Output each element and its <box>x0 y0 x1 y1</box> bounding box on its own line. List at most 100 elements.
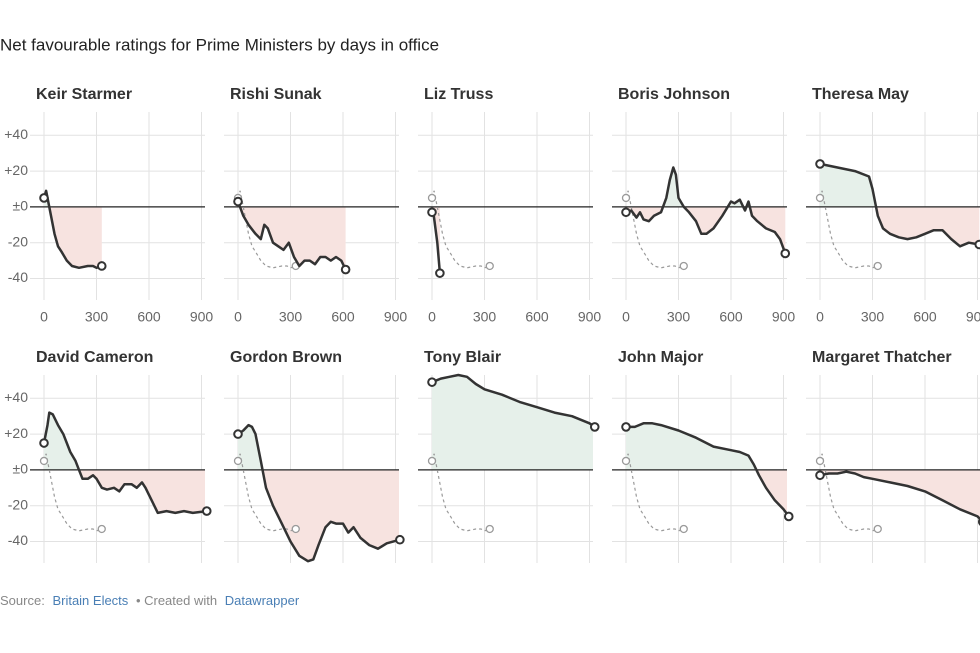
x-tick-label: 900 <box>190 309 214 325</box>
y-tick-label: +20 <box>4 162 28 178</box>
line <box>431 373 596 428</box>
panel-title: Margaret Thatcher <box>812 349 952 366</box>
line-end <box>621 207 631 218</box>
line <box>626 422 790 518</box>
line-end <box>395 534 405 545</box>
y-tick-label: ±0 <box>13 198 29 214</box>
x-tick-label: 900 <box>578 309 602 325</box>
area-positive <box>820 163 980 207</box>
y-tick-label: -20 <box>8 233 28 249</box>
line-end <box>435 268 445 278</box>
reference-line <box>431 453 490 532</box>
panel-title: Liz Truss <box>424 86 493 103</box>
y-tick-label: -40 <box>8 269 28 285</box>
reference-end <box>621 193 631 203</box>
area-positive <box>238 425 399 470</box>
reference-end <box>815 456 825 466</box>
line <box>625 166 787 254</box>
area-negative <box>432 206 440 274</box>
area-positive <box>626 423 787 470</box>
line <box>42 189 103 270</box>
x-tick-label: 300 <box>667 309 691 325</box>
reference-end <box>485 524 494 534</box>
area-negative <box>626 206 786 254</box>
line-end <box>783 511 794 522</box>
area-positive <box>44 412 205 470</box>
line-end <box>96 261 107 271</box>
line-end <box>39 438 49 448</box>
reference-line <box>43 453 102 532</box>
credit-link[interactable]: Datawrapper <box>225 593 300 608</box>
reference-line <box>819 453 878 532</box>
reference-end <box>679 261 688 271</box>
x-tick-label: 300 <box>279 309 303 325</box>
x-tick-label: 0 <box>622 309 630 325</box>
line-end <box>780 248 791 259</box>
reference-line <box>237 190 296 269</box>
chart-title: Net favourable ratings for Prime Ministe… <box>0 35 439 54</box>
reference-line <box>625 453 684 532</box>
line-end <box>815 159 825 169</box>
y-tick-label: +40 <box>4 389 28 405</box>
line-end <box>233 196 243 207</box>
line-end <box>39 193 49 203</box>
credit-text: • Created with <box>136 593 217 608</box>
line-end <box>589 422 600 432</box>
reference-line <box>431 190 490 269</box>
x-tick-label: 600 <box>913 309 937 325</box>
y-tick-label: +20 <box>4 425 28 441</box>
x-tick-label: 300 <box>473 309 497 325</box>
line <box>819 470 980 521</box>
reference-end <box>97 524 106 534</box>
reference-end <box>39 456 49 466</box>
line-end <box>815 470 825 481</box>
reference-line <box>625 190 684 269</box>
area-negative <box>239 206 346 270</box>
reference-end <box>485 261 494 271</box>
panel-title: Theresa May <box>812 86 909 103</box>
x-tick-label: 600 <box>525 309 549 325</box>
area-negative <box>756 469 787 514</box>
panel-title: Gordon Brown <box>230 349 342 366</box>
reference-end <box>621 456 631 466</box>
line-end <box>427 377 437 387</box>
area-negative <box>78 469 205 513</box>
panel-title: David Cameron <box>36 349 153 366</box>
line-end <box>621 422 631 432</box>
source-note: Source: Britain Elects • Created with Da… <box>0 593 300 608</box>
reference-end <box>873 524 882 534</box>
line <box>237 423 401 563</box>
x-tick-label: 600 <box>719 309 743 325</box>
area-negative <box>876 206 980 247</box>
source-label: Source: <box>0 593 45 608</box>
panel-title: Boris Johnson <box>618 86 730 103</box>
x-tick-label: 600 <box>137 309 161 325</box>
area-negative <box>262 469 399 562</box>
y-tick-label: +40 <box>4 126 28 142</box>
reference-end <box>679 524 688 534</box>
line-end <box>201 506 212 516</box>
panel-title: Rishi Sunak <box>230 86 322 103</box>
x-tick-label: 300 <box>861 309 885 325</box>
reference-end <box>427 193 437 203</box>
area-positive <box>432 375 593 470</box>
x-tick-label: 0 <box>234 309 242 325</box>
reference-end <box>427 456 437 466</box>
reference-line <box>237 453 296 532</box>
x-tick-label: 0 <box>40 309 48 325</box>
line <box>236 201 347 271</box>
source-link[interactable]: Britain Elects <box>52 593 128 608</box>
line-end <box>233 429 243 439</box>
panel-title: Keir Starmer <box>36 86 132 103</box>
area-negative <box>820 469 980 519</box>
x-tick-label: 0 <box>816 309 824 325</box>
x-tick-label: 300 <box>85 309 109 325</box>
line-end <box>974 239 980 250</box>
line <box>42 411 207 515</box>
y-tick-label: ±0 <box>13 461 29 477</box>
reference-line <box>819 190 878 269</box>
x-tick-label: 0 <box>428 309 436 325</box>
line-end <box>340 264 351 275</box>
panel-title: John Major <box>618 349 703 366</box>
